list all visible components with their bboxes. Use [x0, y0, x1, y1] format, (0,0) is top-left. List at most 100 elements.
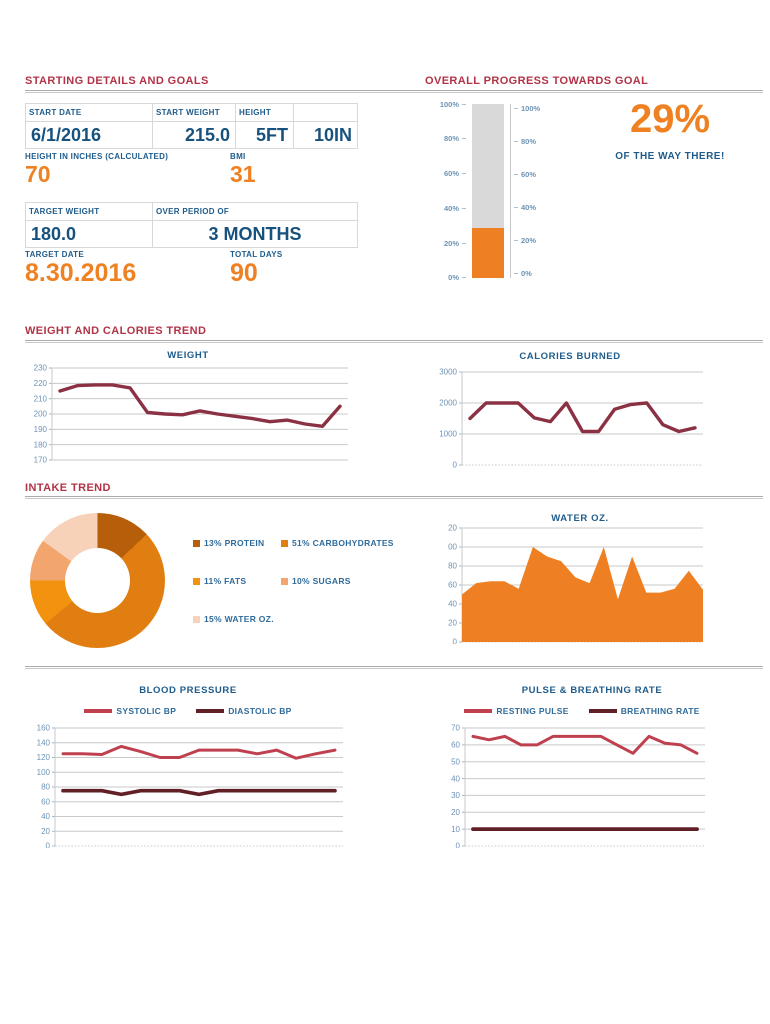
bmi-label: BMI — [230, 152, 246, 161]
target-table: TARGET WEIGHT OVER PERIOD OF 180.0 3 MON… — [25, 202, 358, 248]
table-value-row: 6/1/2016 215.0 5FT 10IN — [25, 121, 358, 149]
y-tick-label: 170 — [34, 456, 48, 465]
bmi-value: 31 — [230, 161, 256, 187]
total-days-value: 90 — [230, 259, 258, 287]
progress-tick-0: 0% — [448, 273, 466, 282]
weight-chart: 230 220 210 200 190 180 170 — [25, 362, 350, 466]
legend-item-11-fats: 11% FATS — [193, 576, 281, 586]
blood-pressure-chart: 160 140 120 100 80 60 40 20 0 — [25, 722, 345, 851]
progress-tick-0: 0% — [514, 269, 550, 278]
weight-chart-svg: 230 220 210 200 190 180 170 — [34, 364, 348, 465]
legend-label: 15% WATER OZ. — [204, 614, 274, 624]
pulse-breathing-chart: 70 60 50 40 30 20 10 0 — [425, 722, 707, 851]
y-tick-label: 230 — [34, 364, 48, 373]
y-tick-label: 0 — [453, 461, 458, 468]
progress-axis-right: 100% 80% 60% 40% 20% 0% — [510, 104, 550, 278]
over-period-of-label: OVER PERIOD OF — [152, 202, 358, 221]
y-tick-label: 40 — [41, 812, 50, 821]
total-days-label: TOTAL DAYS — [230, 250, 283, 259]
pulse-breathing-legend: RESTING PULSE BREATHING RATE — [432, 706, 732, 716]
legend-label: SYSTOLIC BP — [116, 706, 177, 716]
legend-swatch — [193, 615, 200, 623]
legend-swatch — [281, 539, 288, 547]
legend-swatch — [193, 577, 200, 585]
water-chart-title: WATER OZ. — [551, 513, 609, 524]
table-value-row: 180.0 3 MONTHS — [25, 220, 358, 248]
y-tick-label: 160 — [37, 724, 51, 733]
intake-donut-chart — [30, 513, 165, 648]
height-ft-label: HEIGHT — [235, 103, 294, 122]
y-tick-label: 20 — [451, 808, 460, 817]
progress-axis-left: 100% 80% 60% 40% 20% 0% — [430, 100, 466, 282]
legend-label: 11% FATS — [204, 576, 247, 586]
y-tick-label: 3000 — [439, 368, 457, 377]
progress-tick-20: 20% — [514, 236, 550, 245]
y-tick-label: 0 — [46, 842, 51, 848]
height-in-value: 10IN — [293, 121, 358, 149]
legend-swatch — [196, 709, 225, 713]
y-tick-label: 2000 — [439, 399, 457, 408]
height-in-inches-value: 70 — [25, 161, 51, 187]
calories-burned-chart: 3000 2000 1000 0 — [425, 364, 705, 470]
progress-tick-60: 60% — [514, 170, 550, 179]
section-divider — [25, 90, 763, 93]
target-weight-value: 180.0 — [25, 220, 153, 248]
target-date-value: 8.30.2016 — [25, 259, 137, 287]
weight-chart-title: WEIGHT — [167, 350, 209, 361]
donut-hole — [65, 548, 130, 613]
legend-label: RESTING PULSE — [496, 706, 569, 716]
progress-tick-80: 80% — [514, 137, 550, 146]
progress-tick-20: 20% — [444, 239, 466, 248]
y-tick-label: 10 — [451, 825, 460, 834]
height-ft-value: 5FT — [235, 121, 294, 149]
legend-item-resting-pulse: RESTING PULSE — [464, 706, 568, 716]
y-tick-label: 60 — [448, 581, 457, 590]
section-divider — [25, 666, 763, 669]
y-tick-label: 180 — [34, 440, 48, 449]
series-resting-pulse — [471, 734, 699, 755]
series-systolic-bp — [61, 744, 337, 760]
legend-swatch — [281, 577, 288, 585]
y-tick-label: 60 — [451, 741, 460, 750]
intake-legend: 13% PROTEIN 51% CARBOHYDRATES 11% FATS 10% … — [193, 538, 393, 624]
series-water-oz — [462, 547, 703, 642]
y-tick-label: 60 — [41, 797, 50, 806]
y-tick-label: 100 — [37, 768, 51, 777]
legend-swatch — [464, 709, 493, 713]
legend-label: 13% PROTEIN — [204, 538, 265, 548]
y-tick-label: 00 — [448, 543, 457, 552]
y-tick-label: 140 — [37, 738, 51, 747]
blood-pressure-chart-title: BLOOD PRESSURE — [139, 685, 237, 696]
legend-label: 10% SUGARS — [292, 576, 351, 586]
y-tick-label: 20 — [448, 619, 457, 628]
y-tick-label: 20 — [448, 524, 457, 533]
progress-tick-80: 80% — [444, 134, 466, 143]
series-calories-burned — [468, 401, 697, 434]
water-chart-svg: 20 00 80 60 40 20 0 — [448, 524, 703, 647]
y-tick-label: 0 — [453, 638, 458, 644]
legend-item-10-sugars: 10% SUGARS — [281, 576, 394, 586]
section-title-overall-progress: OVERALL PROGRESS TOWARDS GOAL — [425, 75, 649, 87]
legend-swatch — [84, 709, 113, 713]
pulse-chart-title: PULSE & BREATHING RATE — [521, 685, 663, 696]
progress-tick-100: 100% — [440, 100, 466, 109]
legend-item-systolic-bp: SYSTOLIC BP — [84, 706, 176, 716]
legend-label: BREATHING RATE — [620, 706, 700, 716]
y-tick-label: 220 — [34, 379, 48, 388]
series-diastolic-bp — [61, 788, 337, 797]
progress-track — [472, 104, 504, 278]
y-tick-label: 200 — [34, 410, 48, 419]
series-weight — [58, 383, 342, 429]
height-in-label — [293, 103, 358, 122]
y-tick-label: 20 — [41, 827, 50, 836]
section-title-starting-details: STARTING DETAILS AND GOALS — [25, 75, 209, 87]
y-tick-label: 50 — [451, 757, 460, 766]
calories-chart-title: CALORIES BURNED — [519, 351, 621, 362]
y-tick-label: 40 — [448, 600, 457, 609]
progress-caption: OF THE WAY THERE! — [615, 151, 725, 162]
table-header-row: START DATE START WEIGHT HEIGHT — [25, 103, 358, 122]
progress-bar-chart: 100% 80% 60% 40% 20% 0% 100% 80% 60% 40% 20% 0% — [430, 100, 550, 283]
legend-swatch — [193, 539, 200, 547]
y-tick-label: 210 — [34, 394, 48, 403]
y-tick-label: 80 — [41, 783, 50, 792]
